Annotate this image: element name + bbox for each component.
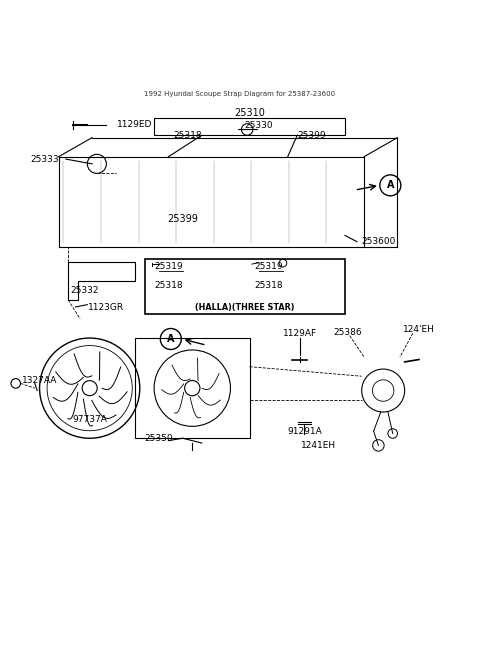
- Polygon shape: [144, 260, 345, 314]
- Text: 25333: 25333: [30, 154, 59, 164]
- Text: 25399: 25399: [297, 131, 326, 140]
- Text: 253600: 253600: [362, 237, 396, 246]
- Text: 25318: 25318: [173, 131, 202, 140]
- Text: 1241EH: 1241EH: [301, 441, 336, 450]
- Text: 1129ED: 1129ED: [117, 120, 153, 129]
- Text: 25318: 25318: [254, 281, 283, 290]
- Text: 1123GR: 1123GR: [88, 302, 124, 311]
- Text: 25310: 25310: [234, 108, 265, 118]
- Text: 25399: 25399: [168, 214, 198, 224]
- Text: 124'EH: 124'EH: [403, 325, 435, 334]
- Text: 1327AA: 1327AA: [22, 376, 57, 384]
- Text: 1992 Hyundai Scoupe Strap Diagram for 25387-23600: 1992 Hyundai Scoupe Strap Diagram for 25…: [144, 91, 336, 97]
- Text: (HALLA)(THREE STAR): (HALLA)(THREE STAR): [195, 302, 295, 311]
- Text: 25350: 25350: [144, 434, 173, 443]
- Text: 97737A: 97737A: [72, 415, 107, 424]
- Text: 25330: 25330: [245, 121, 274, 130]
- Text: 25318: 25318: [154, 281, 183, 290]
- Text: 91291A: 91291A: [287, 426, 322, 436]
- Text: A: A: [167, 334, 175, 344]
- Text: 25332: 25332: [71, 286, 99, 295]
- Text: 1129AF: 1129AF: [283, 328, 317, 338]
- Text: 25386: 25386: [333, 328, 362, 337]
- Text: A: A: [386, 180, 394, 191]
- Text: 25319: 25319: [254, 262, 283, 271]
- Text: 25319: 25319: [154, 262, 183, 271]
